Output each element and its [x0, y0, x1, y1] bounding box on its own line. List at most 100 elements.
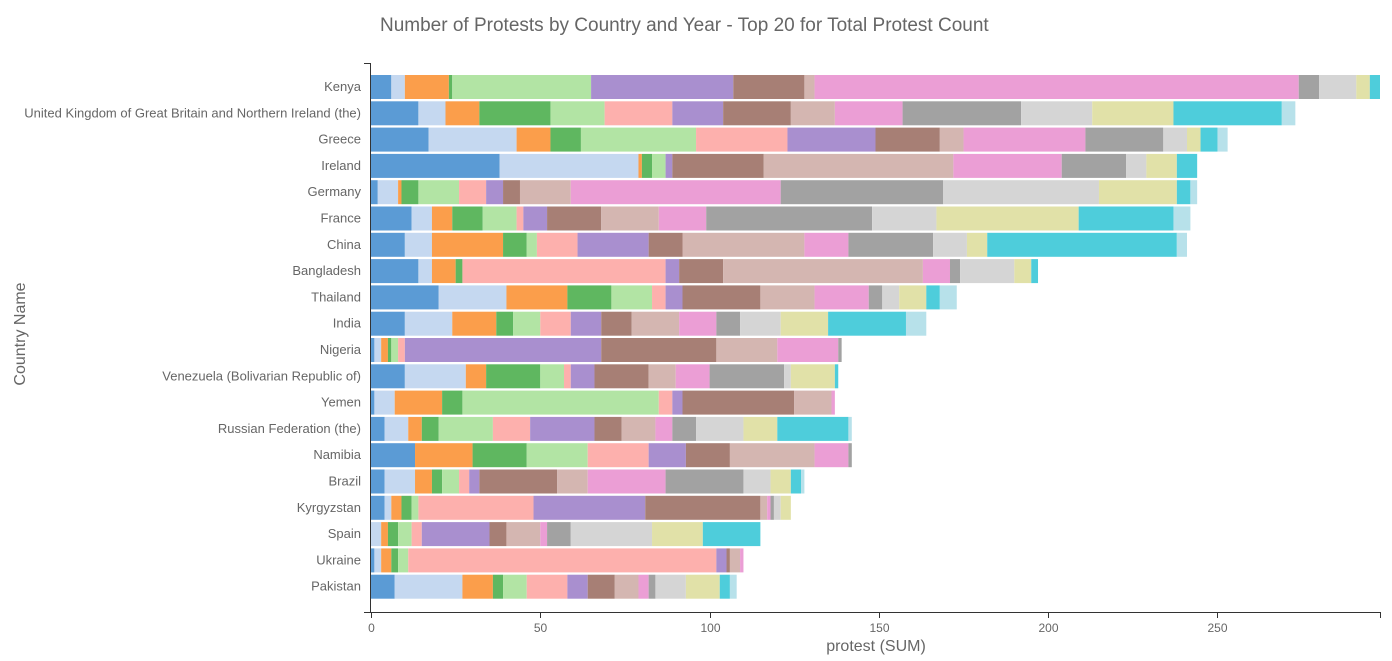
bar-segment[interactable]: [648, 443, 686, 468]
bar-segment[interactable]: [729, 443, 815, 468]
bar-segment[interactable]: [371, 416, 385, 441]
bar-segment[interactable]: [398, 338, 405, 362]
bar-segment[interactable]: [949, 259, 961, 284]
bar-segment[interactable]: [652, 522, 703, 547]
bar-segment[interactable]: [594, 364, 649, 389]
bar-segment[interactable]: [371, 259, 419, 284]
bar-segment[interactable]: [1200, 127, 1218, 152]
bar-segment[interactable]: [672, 390, 683, 415]
bar-segment[interactable]: [567, 574, 588, 599]
bar-segment[interactable]: [418, 180, 460, 205]
bar-segment[interactable]: [540, 522, 548, 547]
bar-segment[interactable]: [587, 469, 666, 494]
bar-segment[interactable]: [489, 522, 507, 547]
bar-segment[interactable]: [371, 180, 378, 205]
bar-segment[interactable]: [838, 338, 842, 362]
bar-segment[interactable]: [479, 469, 558, 494]
bar-segment[interactable]: [1098, 180, 1177, 205]
bar-segment[interactable]: [790, 101, 835, 126]
bar-segment[interactable]: [401, 495, 412, 520]
bar-segment[interactable]: [743, 416, 778, 441]
bar-segment[interactable]: [374, 548, 382, 573]
bar-segment[interactable]: [1190, 180, 1198, 205]
bar-segment[interactable]: [767, 495, 771, 520]
bar-segment[interactable]: [794, 390, 832, 415]
bar-segment[interactable]: [804, 75, 815, 99]
bar-segment[interactable]: [723, 259, 923, 284]
bar-segment[interactable]: [371, 127, 429, 152]
bar-segment[interactable]: [428, 127, 517, 152]
bar-segment[interactable]: [452, 75, 592, 99]
bar-segment[interactable]: [371, 285, 439, 310]
bar-segment[interactable]: [442, 469, 460, 494]
bar-segment[interactable]: [387, 338, 392, 362]
bar-segment[interactable]: [773, 495, 781, 520]
bar-segment[interactable]: [834, 101, 903, 126]
bar-segment[interactable]: [401, 180, 419, 205]
bar-segment[interactable]: [570, 364, 595, 389]
bar-segment[interactable]: [1319, 75, 1357, 99]
bar-segment[interactable]: [645, 495, 761, 520]
bar-segment[interactable]: [404, 311, 453, 336]
bar-segment[interactable]: [780, 311, 829, 336]
bar-segment[interactable]: [631, 311, 680, 336]
bar-segment[interactable]: [685, 574, 720, 599]
bar-segment[interactable]: [371, 443, 416, 468]
bar-segment[interactable]: [787, 127, 876, 152]
bar-segment[interactable]: [540, 311, 571, 336]
bar-segment[interactable]: [696, 416, 744, 441]
bar-segment[interactable]: [777, 338, 839, 362]
bar-segment[interactable]: [682, 285, 761, 310]
bar-segment[interactable]: [1187, 127, 1201, 152]
bar-segment[interactable]: [418, 101, 446, 126]
bar-segment[interactable]: [408, 548, 717, 573]
bar-segment[interactable]: [445, 101, 480, 126]
bar-segment[interactable]: [1176, 232, 1188, 257]
bar-segment[interactable]: [371, 153, 500, 178]
bar-segment[interactable]: [550, 127, 581, 152]
bar-segment[interactable]: [729, 548, 741, 573]
bar-segment[interactable]: [638, 153, 642, 178]
bar-segment[interactable]: [702, 522, 761, 547]
bar-segment[interactable]: [384, 495, 392, 520]
bar-segment[interactable]: [465, 364, 487, 389]
bar-segment[interactable]: [1298, 75, 1320, 99]
bar-segment[interactable]: [1092, 101, 1174, 126]
bar-segment[interactable]: [1146, 153, 1177, 178]
bar-segment[interactable]: [563, 364, 571, 389]
bar-segment[interactable]: [442, 390, 463, 415]
bar-segment[interactable]: [377, 180, 399, 205]
bar-segment[interactable]: [438, 416, 493, 441]
bar-segment[interactable]: [513, 311, 541, 336]
bar-segment[interactable]: [391, 548, 399, 573]
bar-segment[interactable]: [672, 416, 697, 441]
bar-segment[interactable]: [1176, 180, 1191, 205]
bar-segment[interactable]: [404, 75, 449, 99]
bar-segment[interactable]: [1163, 127, 1188, 152]
bar-segment[interactable]: [557, 469, 588, 494]
bar-segment[interactable]: [418, 259, 432, 284]
bar-segment[interactable]: [384, 469, 416, 494]
bar-segment[interactable]: [418, 495, 534, 520]
bar-segment[interactable]: [462, 574, 493, 599]
bar-segment[interactable]: [371, 338, 375, 362]
bar-segment[interactable]: [658, 206, 707, 231]
bar-segment[interactable]: [960, 259, 1015, 284]
bar-segment[interactable]: [1369, 75, 1380, 99]
bar-segment[interactable]: [601, 311, 632, 336]
bar-segment[interactable]: [492, 574, 504, 599]
bar-segment[interactable]: [655, 416, 673, 441]
bar-segment[interactable]: [638, 574, 649, 599]
bar-segment[interactable]: [953, 153, 1062, 178]
bar-segment[interactable]: [533, 495, 646, 520]
bar-segment[interactable]: [652, 285, 666, 310]
bar-segment[interactable]: [398, 548, 409, 573]
bar-segment[interactable]: [814, 285, 869, 310]
bar-segment[interactable]: [516, 206, 524, 231]
bar-segment[interactable]: [411, 495, 419, 520]
bar-segment[interactable]: [431, 469, 443, 494]
bar-segment[interactable]: [939, 285, 957, 310]
bar-segment[interactable]: [540, 364, 564, 389]
bar-segment[interactable]: [848, 416, 852, 441]
bar-segment[interactable]: [415, 469, 432, 494]
